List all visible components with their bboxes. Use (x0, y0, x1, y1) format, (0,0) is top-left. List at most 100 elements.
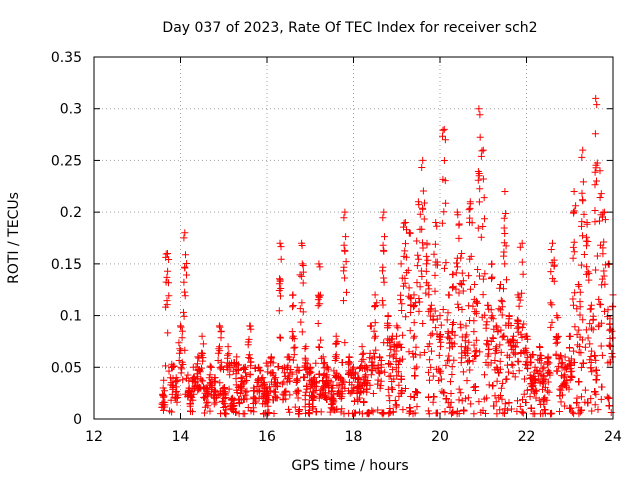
data-point (583, 219, 591, 226)
data-point (204, 398, 212, 406)
data-point (588, 407, 596, 415)
data-point (164, 329, 172, 337)
data-point (387, 372, 395, 380)
data-point (591, 401, 599, 409)
data-point (510, 332, 517, 340)
data-point (462, 322, 470, 330)
data-point (383, 321, 391, 329)
data-point (168, 363, 176, 371)
data-point (580, 210, 588, 218)
data-point (392, 401, 400, 409)
data-point (372, 332, 379, 340)
data-point (285, 405, 292, 413)
data-point (392, 347, 400, 355)
data-point (488, 273, 496, 281)
data-point (579, 232, 586, 240)
data-point (172, 383, 180, 391)
data-point (591, 130, 599, 138)
data-point (328, 394, 336, 402)
data-point (490, 402, 498, 410)
data-point (440, 208, 448, 216)
data-point (474, 168, 482, 175)
data-point (566, 344, 573, 352)
data-point (570, 188, 578, 195)
data-point (449, 284, 456, 291)
data-point (453, 259, 461, 267)
data-point (413, 389, 421, 397)
data-point (566, 376, 574, 384)
data-point (524, 365, 531, 373)
data-point (225, 385, 233, 393)
data-point (386, 352, 394, 360)
data-point (247, 362, 255, 370)
data-point (282, 387, 290, 395)
data-point (172, 388, 180, 396)
data-point (436, 333, 443, 340)
data-point (449, 270, 457, 278)
data-point (387, 360, 395, 368)
data-point (608, 350, 616, 357)
data-point (433, 222, 441, 230)
data-point (568, 367, 576, 375)
data-point (299, 268, 307, 276)
data-point (479, 275, 487, 283)
data-point (442, 395, 450, 403)
data-point (389, 366, 397, 374)
data-point (458, 397, 466, 405)
data-point (581, 343, 589, 351)
data-point (531, 376, 538, 384)
data-point (441, 264, 448, 272)
data-point (180, 308, 187, 316)
data-point (545, 369, 553, 376)
data-point (369, 408, 377, 416)
data-point (337, 408, 345, 416)
data-point (481, 270, 489, 278)
data-point (289, 302, 297, 309)
data-point (332, 354, 340, 362)
data-point (306, 384, 314, 392)
data-point (570, 207, 578, 215)
data-point (468, 219, 476, 227)
chart-title: Day 037 of 2023, Rate Of TEC Index for r… (162, 20, 537, 36)
data-point (405, 284, 413, 292)
data-point (570, 238, 578, 246)
data-point (496, 341, 504, 349)
data-point (467, 400, 475, 408)
data-point (354, 374, 362, 382)
data-point (500, 252, 508, 260)
data-point (502, 210, 510, 217)
data-point (483, 336, 491, 344)
data-point (598, 281, 606, 289)
data-point (258, 375, 266, 383)
data-point (319, 377, 327, 385)
data-point (497, 326, 505, 334)
data-point (431, 307, 439, 315)
data-point (522, 399, 530, 406)
data-point (455, 385, 463, 393)
data-point (260, 410, 268, 418)
data-point (577, 364, 585, 371)
data-point (430, 250, 438, 258)
data-point (455, 304, 462, 312)
data-point (502, 242, 510, 250)
data-point (531, 363, 539, 371)
data-point (474, 224, 482, 232)
data-point (518, 239, 526, 247)
data-point (582, 326, 590, 334)
data-point (376, 384, 384, 392)
data-point (600, 208, 608, 216)
data-point (239, 380, 247, 388)
data-point (378, 409, 386, 417)
data-point (498, 395, 506, 403)
data-point (295, 387, 302, 395)
data-point (410, 394, 418, 401)
data-point (437, 375, 445, 383)
data-point (314, 302, 322, 310)
data-point (400, 282, 407, 290)
data-point (457, 254, 465, 262)
data-point (181, 292, 189, 300)
data-point (455, 289, 463, 297)
data-point (289, 356, 297, 364)
data-point (259, 379, 267, 386)
data-point (489, 382, 497, 390)
